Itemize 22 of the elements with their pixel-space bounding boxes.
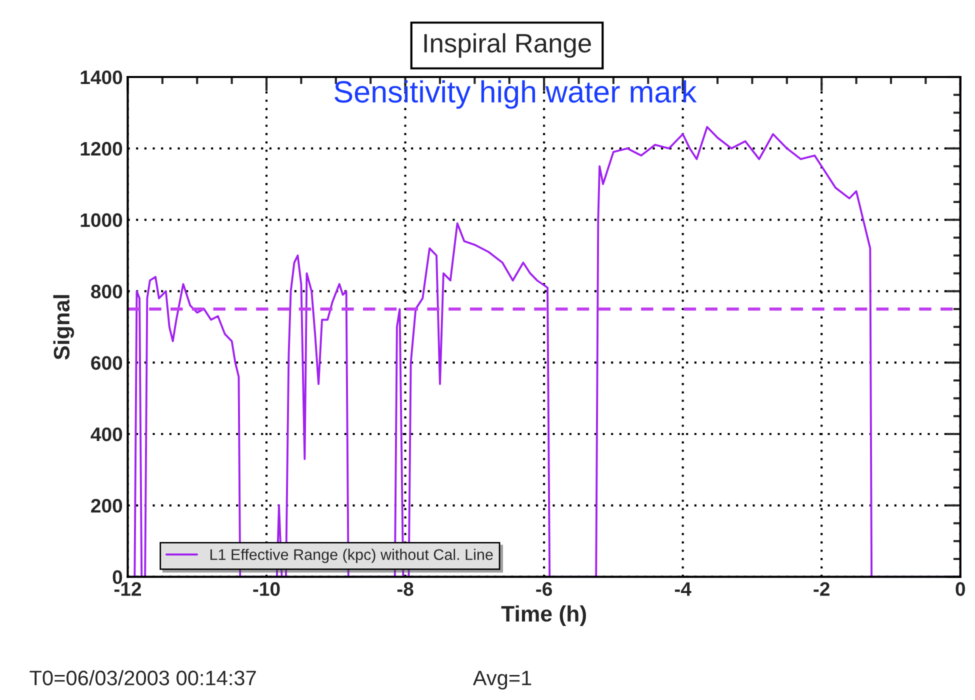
x-tick-label: -2 [814,582,830,596]
y-tick-label: 1000 [80,213,122,228]
x-tick-label: -12 [114,582,141,596]
y-tick-label: 600 [91,356,122,370]
text: T0=06/03/2003 00:14:37 [30,670,256,686]
y-axis-title: Signal [53,295,74,360]
y-tick-label: 400 [90,427,122,442]
x-tick-label: -10 [253,582,280,596]
y-tick-label: 1400 [80,70,122,84]
annotation: Sensitivity high water mark [334,80,697,109]
y-tick-label: 0 [112,570,122,584]
x-tick-label: -8 [397,582,414,596]
x-tick-label: 0 [956,582,965,596]
y-tick-label: 1200 [80,142,122,156]
legend-label: L1 Effective Range (kpc) without Cal. Line [210,548,493,564]
x-tick-label: -4 [674,582,692,596]
y-tick-label: 800 [91,284,122,298]
x-axis-title: Time (h) [501,605,586,626]
y-tick-label: 200 [91,498,122,513]
text: Avg=1 [472,670,532,690]
chart-title: Inspiral Range [424,33,591,58]
x-tick-label: -6 [536,582,552,596]
